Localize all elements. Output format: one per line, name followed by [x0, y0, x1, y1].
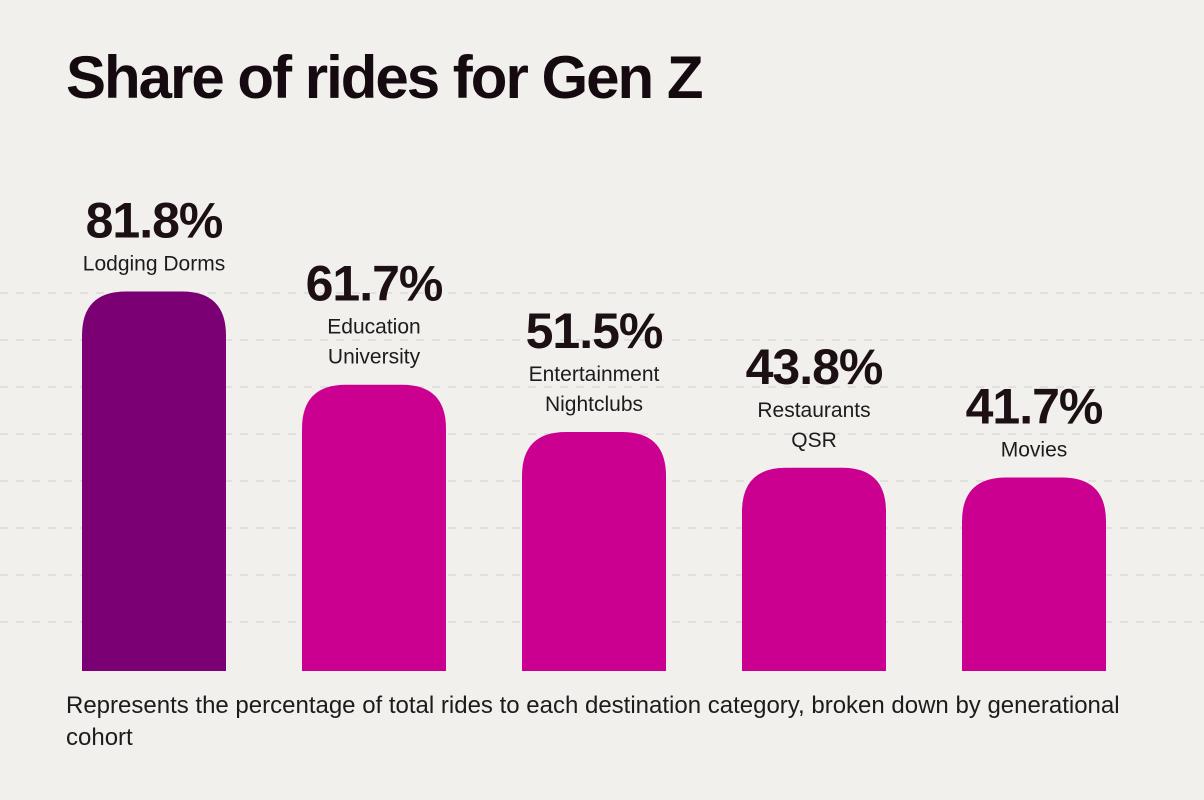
value-label-1: 61.7% [306, 256, 443, 312]
bar-4 [962, 477, 1106, 671]
bar-2 [522, 432, 666, 671]
category-label-3-0: Restaurants [757, 399, 870, 422]
category-label-2-1: Nightclubs [545, 393, 643, 416]
labels-group: 81.8% Lodging Dorms 61.7% Education Universi… [83, 192, 1104, 462]
chart-title: Share of rides for Gen Z [66, 44, 703, 111]
bar-3 [742, 467, 886, 671]
category-label-0-0: Lodging Dorms [83, 252, 225, 275]
value-label-2: 51.5% [526, 303, 663, 359]
value-label-3: 43.8% [746, 339, 883, 395]
value-label-0: 81.8% [86, 192, 223, 248]
category-label-2-0: Entertainment [529, 363, 660, 386]
category-label-1-1: University [328, 346, 421, 369]
category-label-4-0: Movies [1001, 439, 1068, 462]
category-label-1-0: Education [327, 316, 420, 339]
bar-0 [82, 291, 226, 671]
chart-caption: Represents the percentage of total rides… [66, 692, 1120, 751]
category-label-3-1: QSR [791, 429, 837, 452]
bars-group [82, 291, 1106, 671]
bar-1 [302, 384, 446, 671]
value-label-4: 41.7% [966, 379, 1103, 435]
